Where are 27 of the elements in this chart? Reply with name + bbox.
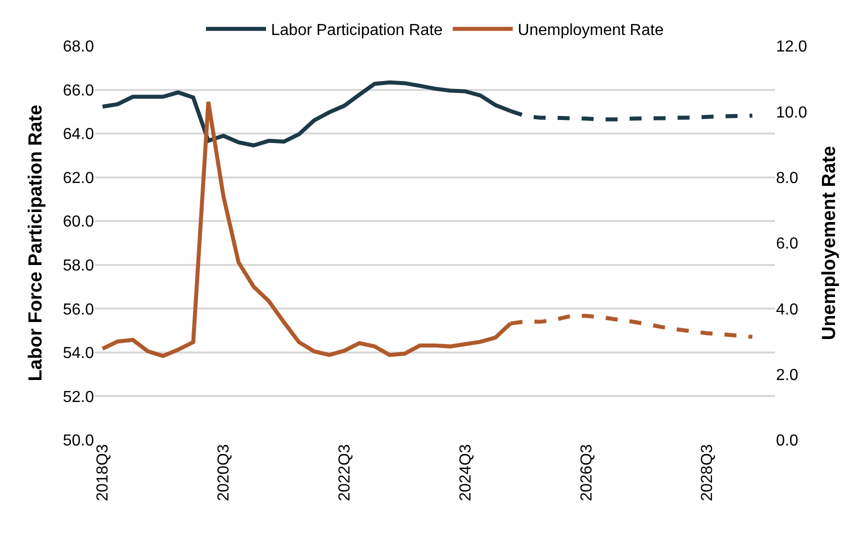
y2-tick-label: 10.0 [776,104,808,122]
legend-label: Unemployment Rate [518,22,664,40]
x-tick-label: 2022Q3 [336,444,354,502]
y2-tick-label: 4.0 [776,301,798,318]
y2-tick-label: 8.0 [776,170,798,187]
y-tick-label: 56.0 [62,301,94,318]
y-tick-label: 62.0 [62,170,94,187]
legend-label: Labor Participation Rate [271,22,443,40]
y-tick-label: 60.0 [62,214,94,231]
y2-tick-label: 12.0 [776,38,808,56]
y2-tick-label: 6.0 [776,236,798,253]
y-tick-label: 54.0 [62,345,94,362]
y-tick-label: 68.0 [62,38,94,56]
x-tick-label: 2026Q3 [578,444,596,502]
y-tick-label: 50.0 [62,432,94,450]
y-tick-label: 58.0 [62,257,94,274]
y-tick-label: 52.0 [62,388,94,406]
y2-tick-label: 2.0 [776,366,798,384]
y-axis-title: Labor Force Participation Rate [26,104,47,382]
y2-axis-title: Unemployement Rate [819,146,840,340]
y-tick-label: 64.0 [62,126,94,144]
x-tick-label: 2024Q3 [457,444,474,502]
x-tick-label: 2020Q3 [216,444,233,502]
x-tick-label: 2018Q3 [94,444,112,502]
x-tick-label: 2028Q3 [699,444,716,502]
y-tick-label: 66.0 [62,82,94,100]
y2-tick-label: 0.0 [776,432,798,450]
